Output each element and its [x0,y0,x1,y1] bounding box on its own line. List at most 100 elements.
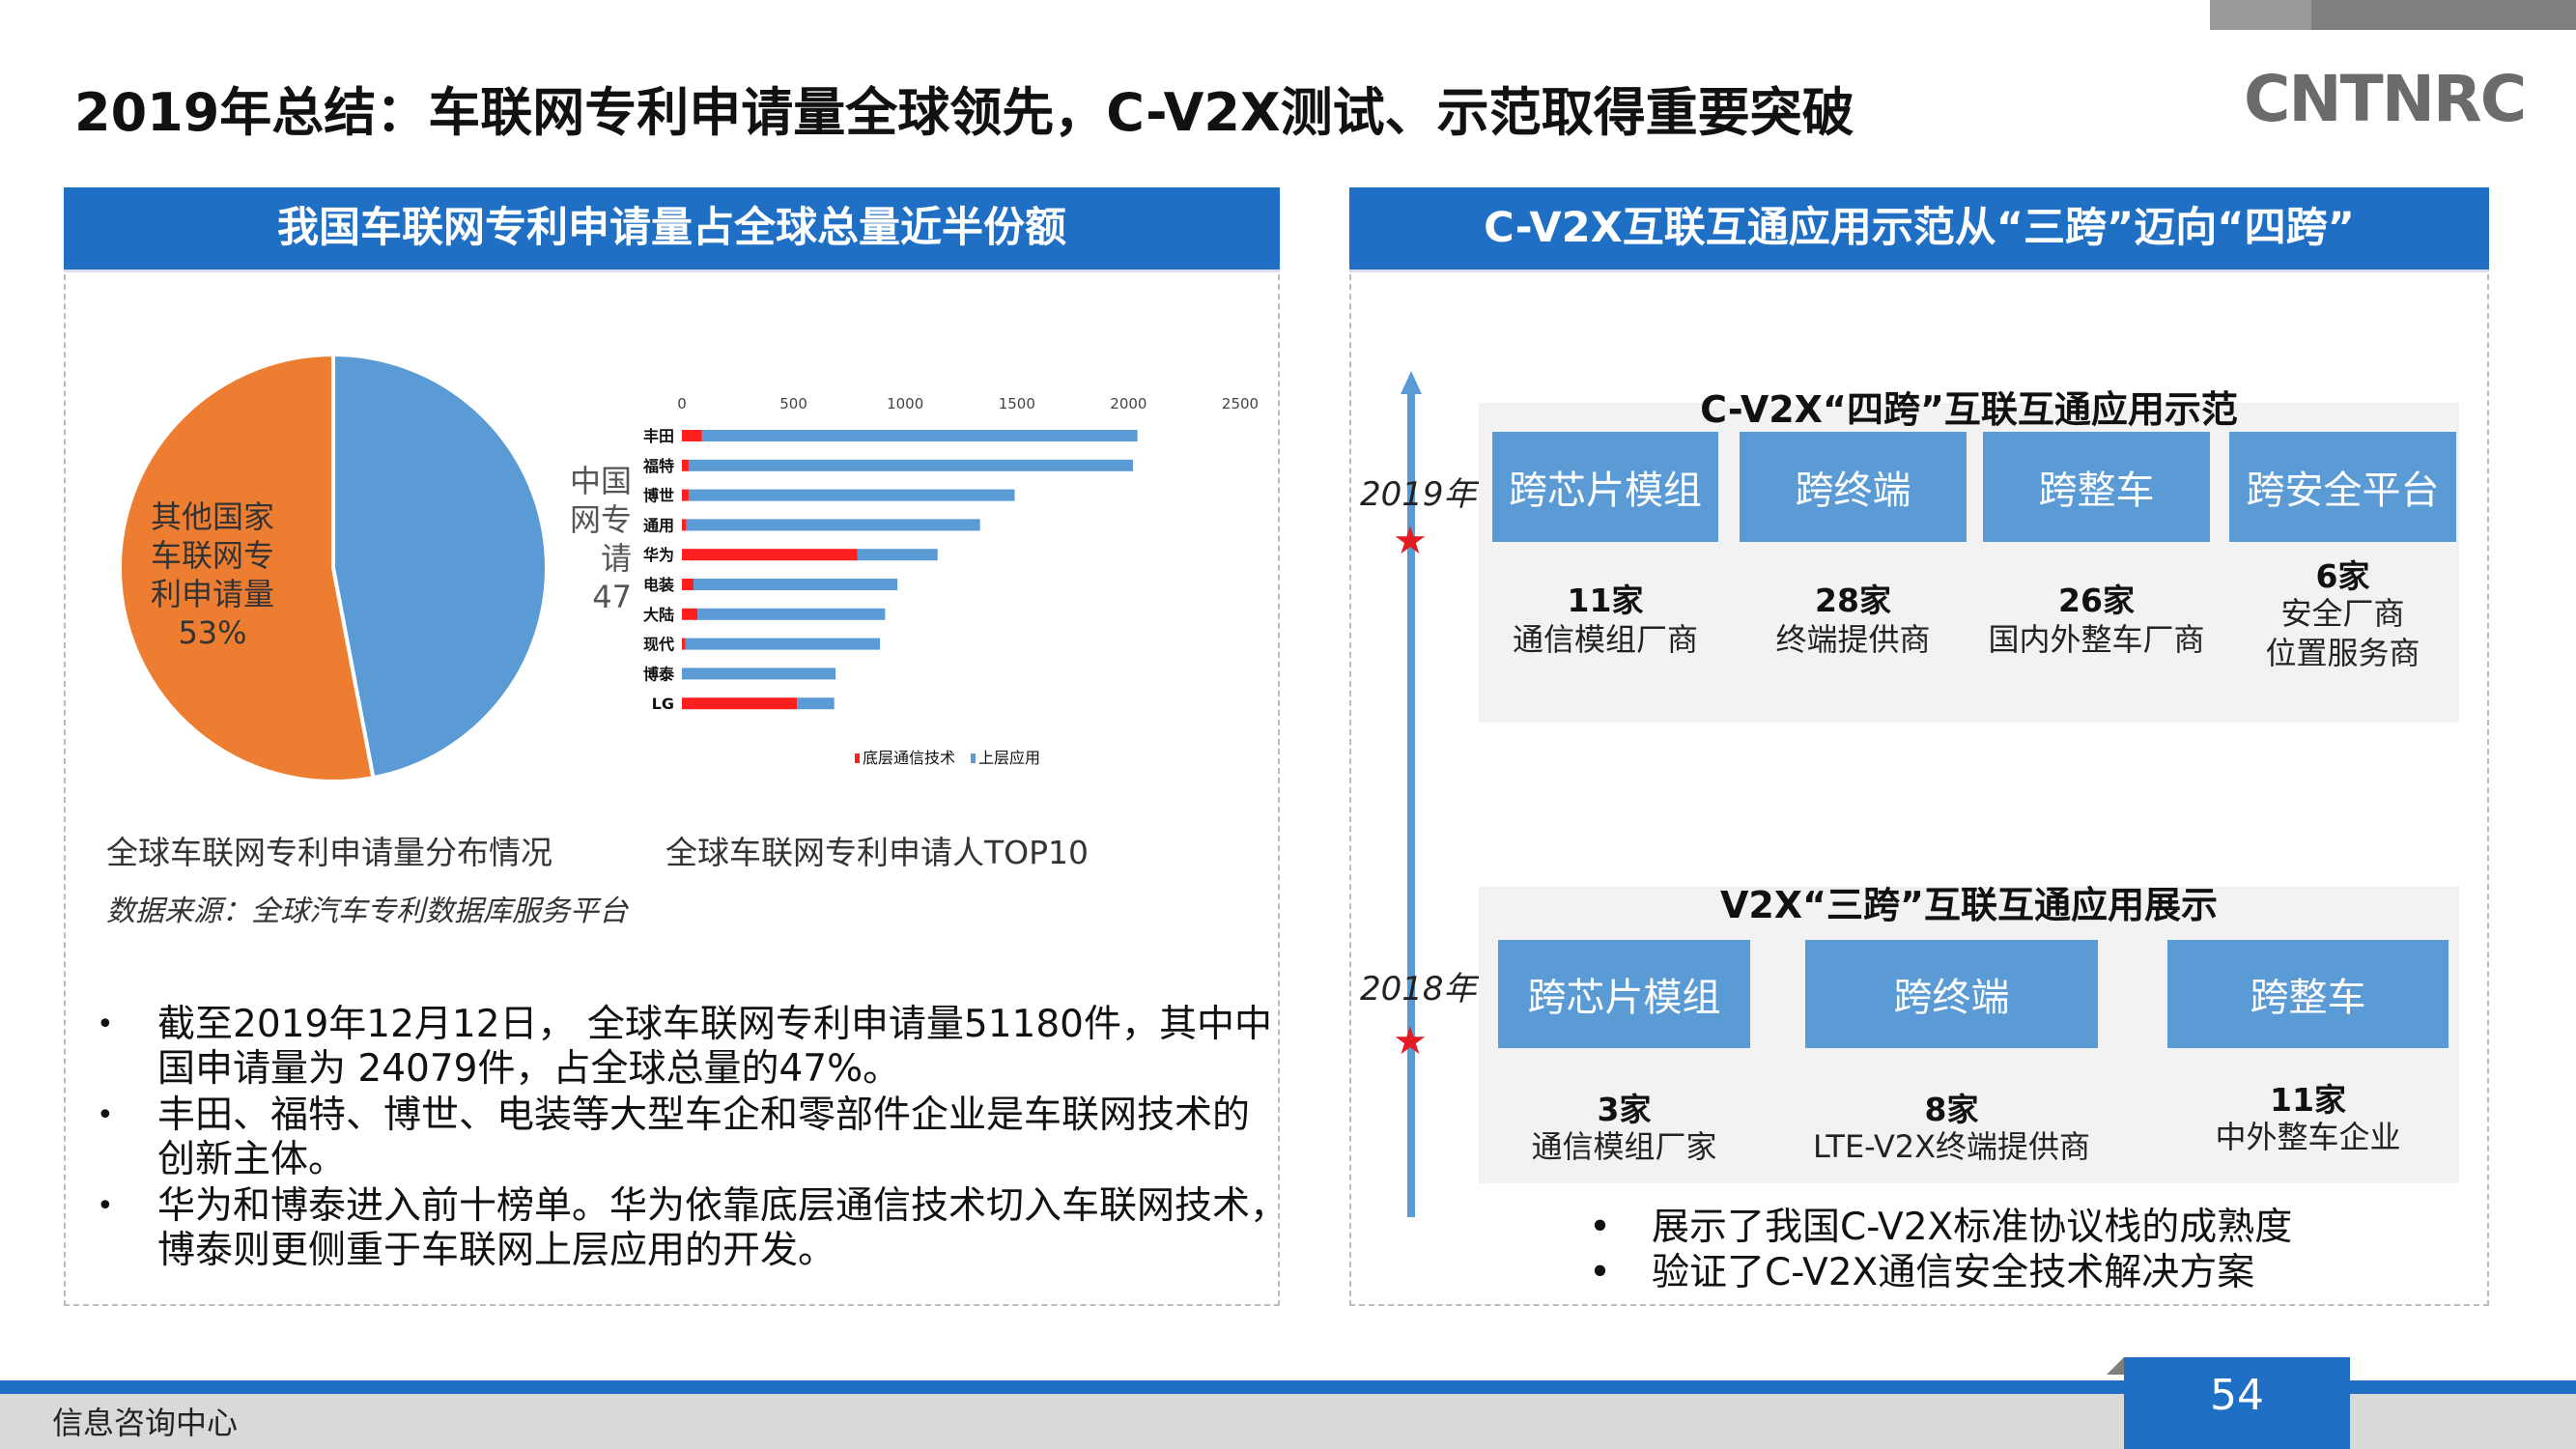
category-label: 现代 [643,636,674,654]
top-accent-bar [2210,0,2576,30]
bar-base-comm [682,608,698,620]
footer-line [0,1380,2576,1394]
bar-base-comm [682,579,694,590]
pie-slice [331,352,549,781]
company-count: 3家 [1597,1091,1652,1128]
x-tick-label: 1000 [887,395,923,412]
pie-label-line: 网专 [569,501,632,538]
company-type: 通信模组厂家 [1531,1128,1717,1165]
year-2018: 2018年 [1360,970,1477,1009]
bar-upper-app [682,668,836,680]
pie-label-line: 车联网专 [150,537,274,574]
legend-label: 底层通信技术 [863,749,955,767]
category-label: 丰田 [643,427,674,445]
star-icon: ★ [1393,519,1428,563]
pie-chart [118,352,549,783]
category-label: 博泰 [643,665,675,683]
category-label: LG [652,695,674,713]
pie-label-other: 其他国家 车联网专 利申请量 53% [145,497,280,652]
cross-box: 跨终端 [1805,940,2098,1048]
bar-caption: 全球车联网专利申请人TOP10 [665,834,1090,871]
cross-box: 跨芯片模组 [1498,940,1750,1048]
cross-box: 跨终端 [1740,432,1967,542]
category-label: 通用 [643,516,674,534]
bar-base-comm [682,549,858,561]
category-label: 大陆 [643,606,674,624]
left-bullet-line: 博泰则更侧重于车联网上层应用的开发。 [157,1229,836,1272]
page-title: 2019年总结：车联网专利申请量全球领先，C-V2X测试、示范取得重要突破 [74,82,1854,143]
catarc-logo: CNTNRC [2244,62,2527,136]
bar-base-comm [682,519,687,531]
company-count: 11家 [2270,1081,2346,1119]
bullet-dot: • [97,1008,114,1041]
left-bullet-line: 创新主体。 [157,1138,347,1181]
bar-upper-app [701,430,1138,441]
category-label: 福特 [642,457,674,475]
cross-box: 跨安全平台 [2229,432,2456,542]
timeline-arrow-icon [1401,371,1422,394]
right-panel: C-V2X互联互通应用示范从“三跨”迈向“四跨” [1349,187,2489,1306]
pie-label-line: 53% [178,614,247,651]
timeline-axis [1407,386,1415,1217]
company-count: 6家 [2315,557,2370,595]
category-label: 电装 [643,576,674,594]
company-type: 位置服务商 [2265,635,2420,671]
x-tick-label: 1500 [999,395,1035,412]
bullet-dot: • [1589,1206,1612,1249]
category-label: 华为 [643,546,674,564]
cross-box: 跨整车 [2167,940,2449,1048]
bar-upper-app [697,608,886,620]
pie-label-china: 中国 网专 请 47 [564,462,632,616]
bar-upper-app [688,489,1015,501]
pie-caption: 全球车联网专利申请量分布情况 [106,834,552,871]
company-count: 8家 [1924,1091,1979,1128]
pie-label-line: 利申请量 [150,576,274,612]
company-count: 28家 [1815,582,1891,619]
bar-base-comm [682,459,689,471]
bar-upper-app [797,697,835,710]
company-type: 中外整车企业 [2215,1119,2401,1155]
legend-label: 上层应用 [978,749,1040,767]
year-2019: 2019年 [1360,475,1477,514]
bar-upper-app [685,638,881,650]
left-bullet-line: 华为和博泰进入前十榜单。华为依靠底层通信技术切入车联网技术， [157,1184,1288,1228]
pie-label-line: 47 [592,579,632,615]
bullet-dot: • [97,1098,114,1132]
company-type: LTE-V2X终端提供商 [1812,1128,2091,1165]
pie-label-line: 其他国家 [150,498,274,535]
company-count: 11家 [1567,582,1644,619]
category-label: 博世 [643,487,674,505]
legend-swatch [971,753,976,763]
right-panel-header: C-V2X互联互通应用示范从“三跨”迈向“四跨” [1349,187,2489,270]
left-bullet-line: 丰田、福特、博世、电装等大型车企和零部件企业是车联网技术的 [157,1094,1251,1137]
left-panel: 我国车联网专利申请量占全球总量近半份额 [64,187,1280,1306]
three-cross-title: V2X“三跨”互联互通应用展示 [1719,884,2219,926]
pie-label-line: 中国 [569,463,632,499]
footer-org: 信息咨询中心 [52,1405,239,1441]
company-type: 安全厂商 [2280,595,2405,632]
cross-box: 跨芯片模组 [1492,432,1718,542]
page-number: 54 [2107,1357,2350,1449]
bar-base-comm [682,430,702,441]
bullet-dot: • [1589,1251,1612,1294]
left-panel-header: 我国车联网专利申请量占全球总量近半份额 [64,187,1280,270]
x-tick-label: 0 [677,395,687,412]
data-source: 数据来源：全球汽车专利数据库服务平台 [106,895,628,928]
star-icon: ★ [1393,1019,1428,1064]
bar-upper-app [857,549,938,561]
legend-swatch [855,753,860,763]
right-bullet: 展示了我国C-V2X标准协议栈的成熟度 [1652,1206,2293,1249]
pie-slice [118,352,376,783]
four-cross-title: C-V2X“四跨”互联互通应用示范 [1700,388,2238,431]
left-bullet-line: 国申请量为 24079件，占全球总量的47%。 [157,1047,901,1091]
pie-label-line: 请 [600,540,632,577]
bullet-dot: • [97,1189,114,1223]
bar-upper-app [686,519,980,531]
cross-box: 跨整车 [1983,432,2210,542]
x-tick-label: 2000 [1110,395,1146,412]
company-count: 26家 [2058,582,2135,619]
bar-base-comm [682,697,798,710]
bar-base-comm [682,638,686,650]
company-type: 终端提供商 [1775,621,1931,658]
